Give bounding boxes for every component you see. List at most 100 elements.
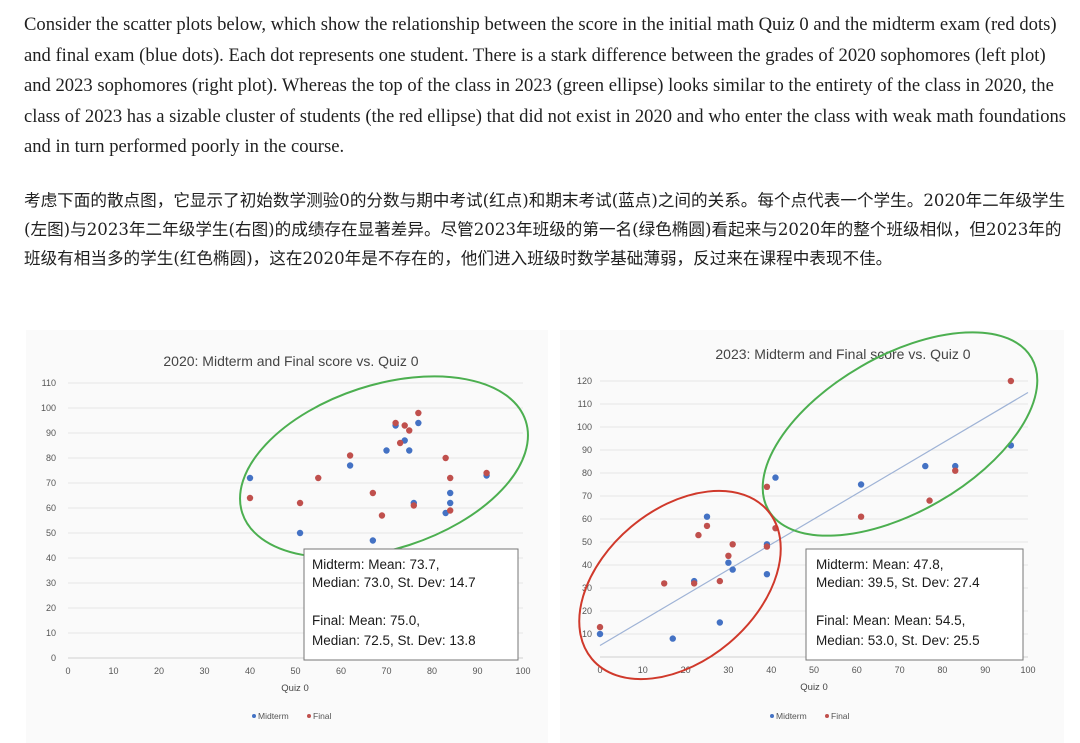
stats-box: Midterm: Mean: 73.7, Median: 73.0, St. D… bbox=[303, 548, 519, 661]
legend-midterm: Midterm bbox=[776, 711, 807, 721]
x-tick-label: 70 bbox=[895, 665, 905, 675]
y-tick-label: 100 bbox=[577, 422, 592, 432]
y-tick-label: 70 bbox=[582, 491, 592, 501]
y-tick-label: 40 bbox=[582, 560, 592, 570]
chart-2020-svg: 2020: Midterm and Final score vs. Quiz 0… bbox=[41, 353, 531, 721]
final-point bbox=[410, 502, 417, 509]
chart-title: 2023: Midterm and Final score vs. Quiz 0 bbox=[715, 346, 970, 362]
english-paragraph: Consider the scatter plots below, which … bbox=[24, 14, 1067, 157]
final-point bbox=[596, 623, 604, 631]
y-tick-label: 60 bbox=[46, 503, 56, 513]
x-tick-label: 30 bbox=[723, 665, 733, 675]
midterm-point bbox=[596, 630, 604, 638]
y-tick-label: 70 bbox=[46, 478, 56, 488]
midterm-point bbox=[447, 499, 454, 507]
y-tick-label: 10 bbox=[46, 628, 56, 638]
final-point bbox=[690, 580, 698, 587]
y-tick-label: 90 bbox=[582, 445, 592, 455]
x-tick-label: 30 bbox=[199, 666, 209, 676]
final-point bbox=[763, 483, 771, 490]
stats-midterm-line2: Median: 73.0, St. Dev: 14.7 bbox=[312, 575, 476, 590]
x-tick-label: 100 bbox=[515, 666, 530, 676]
final-point bbox=[378, 512, 386, 519]
x-tick-label: 50 bbox=[290, 666, 300, 676]
midterm-point bbox=[857, 481, 865, 488]
final-point bbox=[401, 422, 408, 429]
midterm-point bbox=[716, 619, 724, 626]
stats-midterm-line2: Median: 39.5, St. Dev: 27.4 bbox=[816, 575, 980, 590]
final-point bbox=[716, 577, 724, 585]
stats-box: Midterm: Mean: 47.8, Median: 39.5, St. D… bbox=[805, 548, 1024, 661]
final-point bbox=[729, 541, 736, 548]
midterm-point bbox=[729, 566, 736, 573]
final-point bbox=[661, 580, 668, 587]
midterm-point bbox=[246, 474, 254, 482]
stats-final-line1: Final: Mean: 75.0, bbox=[312, 613, 420, 628]
stats-midterm-line1: Midterm: Mean: 47.8, bbox=[816, 557, 944, 572]
x-tick-label: 40 bbox=[245, 666, 255, 676]
chinese-paragraph: 考虑下面的散点图，它显示了初始数学测验0的分数与期中考试(红点)和期末考试(蓝点… bbox=[24, 191, 1066, 268]
final-point bbox=[725, 552, 732, 559]
final-point bbox=[369, 489, 377, 497]
x-tick-label: 0 bbox=[597, 665, 602, 675]
final-point bbox=[447, 474, 454, 482]
trend-line bbox=[599, 391, 1029, 647]
y-tick-label: 30 bbox=[582, 583, 592, 593]
final-point bbox=[857, 513, 865, 520]
midterm-point bbox=[922, 462, 929, 470]
final-point bbox=[483, 469, 490, 477]
x-tick-label: 90 bbox=[472, 666, 482, 676]
data-points bbox=[246, 409, 490, 544]
midterm-point bbox=[763, 571, 771, 578]
y-tick-label: 90 bbox=[46, 428, 56, 438]
legend-final: Final bbox=[831, 711, 850, 721]
final-point bbox=[1007, 377, 1015, 385]
x-axis-label: Quiz 0 bbox=[800, 682, 827, 693]
midterm-point bbox=[725, 559, 732, 566]
x-tick-label: 70 bbox=[381, 666, 391, 676]
final-point bbox=[346, 452, 354, 459]
y-tick-label: 120 bbox=[577, 376, 592, 386]
y-tick-label: 30 bbox=[46, 578, 56, 588]
stats-final-line2: Median: 72.5, St. Dev: 13.8 bbox=[312, 633, 476, 648]
x-axis-label: Quiz 0 bbox=[281, 683, 308, 694]
stats-midterm-line1: Midterm: Mean: 73.7, bbox=[312, 557, 440, 572]
final-point bbox=[703, 522, 711, 530]
y-tick-label: 110 bbox=[42, 378, 56, 388]
tick-labels: 0 10 20 30 40 50 60 70 80 90 100 110 0 10 20 30 40 50 60 70… bbox=[41, 378, 531, 676]
y-tick-label: 50 bbox=[46, 528, 56, 538]
x-tick-label: 50 bbox=[809, 665, 819, 675]
final-point bbox=[392, 419, 399, 427]
final-point bbox=[315, 474, 322, 482]
stats-final-line1: Final: Mean: Mean: 54.5, bbox=[816, 613, 965, 628]
x-tick-label: 60 bbox=[336, 666, 346, 676]
midterm-point bbox=[952, 462, 959, 470]
legend: Midterm Final bbox=[252, 711, 332, 721]
midterm-point bbox=[369, 537, 377, 544]
final-point bbox=[926, 497, 933, 504]
y-tick-label: 80 bbox=[582, 468, 592, 478]
midterm-point bbox=[383, 447, 390, 454]
x-tick-label: 10 bbox=[638, 665, 648, 675]
legend: Midterm Final bbox=[770, 711, 850, 721]
red-ellipse bbox=[578, 489, 782, 681]
y-tick-label: 60 bbox=[582, 514, 592, 524]
chart-title: 2020: Midterm and Final score vs. Quiz 0 bbox=[163, 353, 418, 369]
midterm-point bbox=[296, 529, 304, 537]
y-tick-label: 40 bbox=[46, 553, 56, 563]
midterm-point bbox=[415, 419, 422, 427]
legend-midterm: Midterm bbox=[258, 711, 289, 721]
midterm-point bbox=[772, 474, 779, 481]
midterm-point bbox=[669, 635, 676, 642]
y-tick-label: 50 bbox=[582, 537, 592, 547]
final-point bbox=[415, 409, 422, 417]
chart-2023: 2023: Midterm and Final score vs. Quiz 0… bbox=[560, 330, 1064, 743]
final-point bbox=[246, 494, 254, 502]
x-tick-label: 40 bbox=[766, 665, 776, 675]
y-tick-label: 10 bbox=[582, 629, 592, 639]
y-tick-label: 0 bbox=[51, 653, 56, 663]
x-tick-label: 100 bbox=[1020, 665, 1035, 675]
final-point bbox=[406, 427, 413, 434]
x-tick-label: 90 bbox=[980, 665, 990, 675]
